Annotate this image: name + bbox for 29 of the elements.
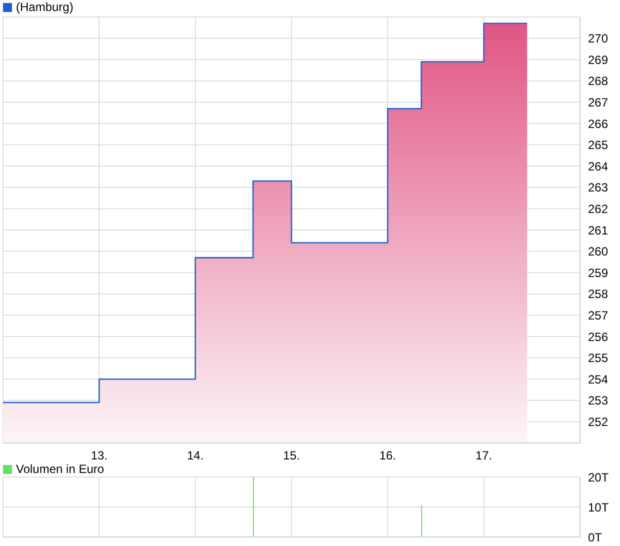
y-tick-label: 252	[588, 414, 608, 429]
x-tick-label: 13.	[90, 448, 108, 463]
y-tick-label: 269	[588, 52, 608, 67]
y-tick-label: 254	[588, 372, 608, 386]
y-tick-label: 270	[588, 32, 608, 46]
x-tick-label: 15.	[283, 448, 300, 463]
y-tick-label: 260	[588, 244, 608, 259]
y-tick-label: 261	[588, 223, 608, 238]
y-tick-label: 265	[588, 138, 608, 152]
y-tick-label: 257	[588, 308, 608, 322]
y-tick-label: 263	[588, 180, 608, 195]
y-tick-label: 264	[588, 159, 608, 174]
y-tick-label: 267	[588, 95, 608, 110]
y-tick-label: 262	[588, 202, 608, 216]
y-tick-label: 10T	[588, 500, 610, 514]
x-tick-label: 16.	[379, 448, 396, 463]
y-tick-label: 253	[588, 394, 608, 408]
y-tick-label: 255	[588, 351, 608, 366]
y-tick-label: 0T	[588, 530, 603, 544]
x-tick-label: 17.	[475, 448, 492, 463]
y-tick-label: 256	[588, 330, 608, 344]
legend-label: Volumen in Euro	[16, 462, 104, 476]
legend-label: (Hamburg)	[16, 0, 74, 14]
y-tick-label: 258	[588, 287, 608, 302]
y-tick-label: 268	[588, 74, 608, 88]
y-tick-label: 266	[588, 116, 608, 131]
x-tick-label: 14.	[186, 448, 204, 463]
y-tick-label: 20T	[588, 470, 610, 484]
y-tick-label: 259	[588, 266, 608, 280]
